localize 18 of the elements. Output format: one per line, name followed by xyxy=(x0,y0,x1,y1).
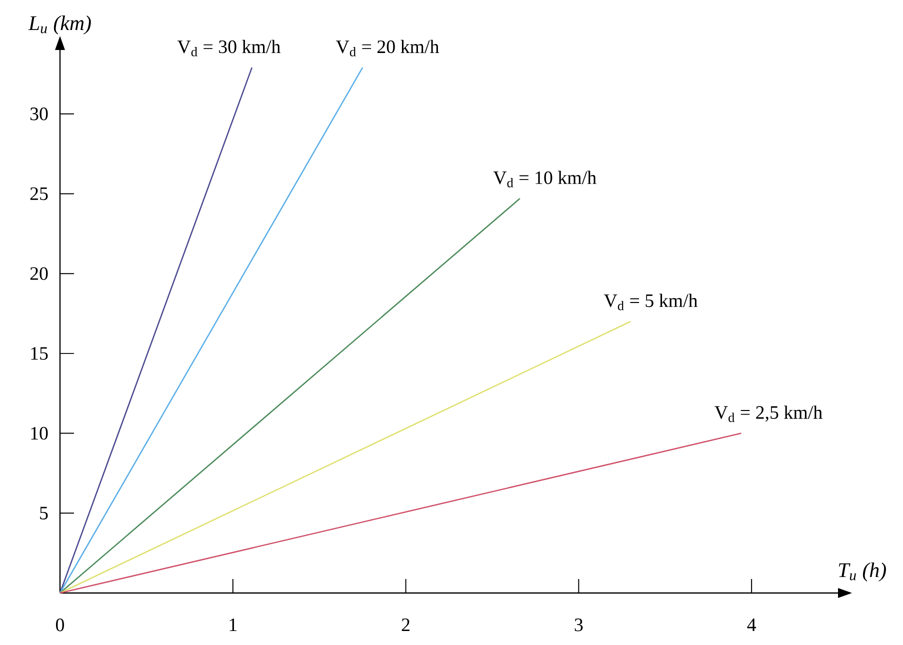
x-tick-label: 1 xyxy=(230,618,236,632)
y-tick-label: 20 xyxy=(30,267,48,280)
y-tick-label: 5 xyxy=(40,506,48,520)
y-tick-label: 15 xyxy=(31,347,48,360)
series-label: V$_{d}$ = 2,5 km/h xyxy=(714,406,822,422)
x-tick-label: 2 xyxy=(402,618,410,632)
series-label: V$_{d}$ = 5 km/h xyxy=(604,294,698,310)
x-tick-label: 4 xyxy=(747,618,756,631)
y-tick-label: 25 xyxy=(30,187,48,200)
series-label: V$_{d}$ = 30 km/h xyxy=(177,40,280,56)
x-axis-title: T$_{u}$ (h) xyxy=(838,562,886,582)
series-label: V$_{d}$ = 20 km/h xyxy=(336,40,440,56)
y-axis-title: L$_{u}$ (km) xyxy=(28,16,91,34)
y-tick-label: 30 xyxy=(30,108,48,120)
x-tick-label: 0 xyxy=(56,618,64,632)
series-label: V$_{d}$ = 10 km/h xyxy=(493,170,596,188)
y-tick-label: 10 xyxy=(31,426,48,440)
x-tick-label: 3 xyxy=(574,618,583,632)
